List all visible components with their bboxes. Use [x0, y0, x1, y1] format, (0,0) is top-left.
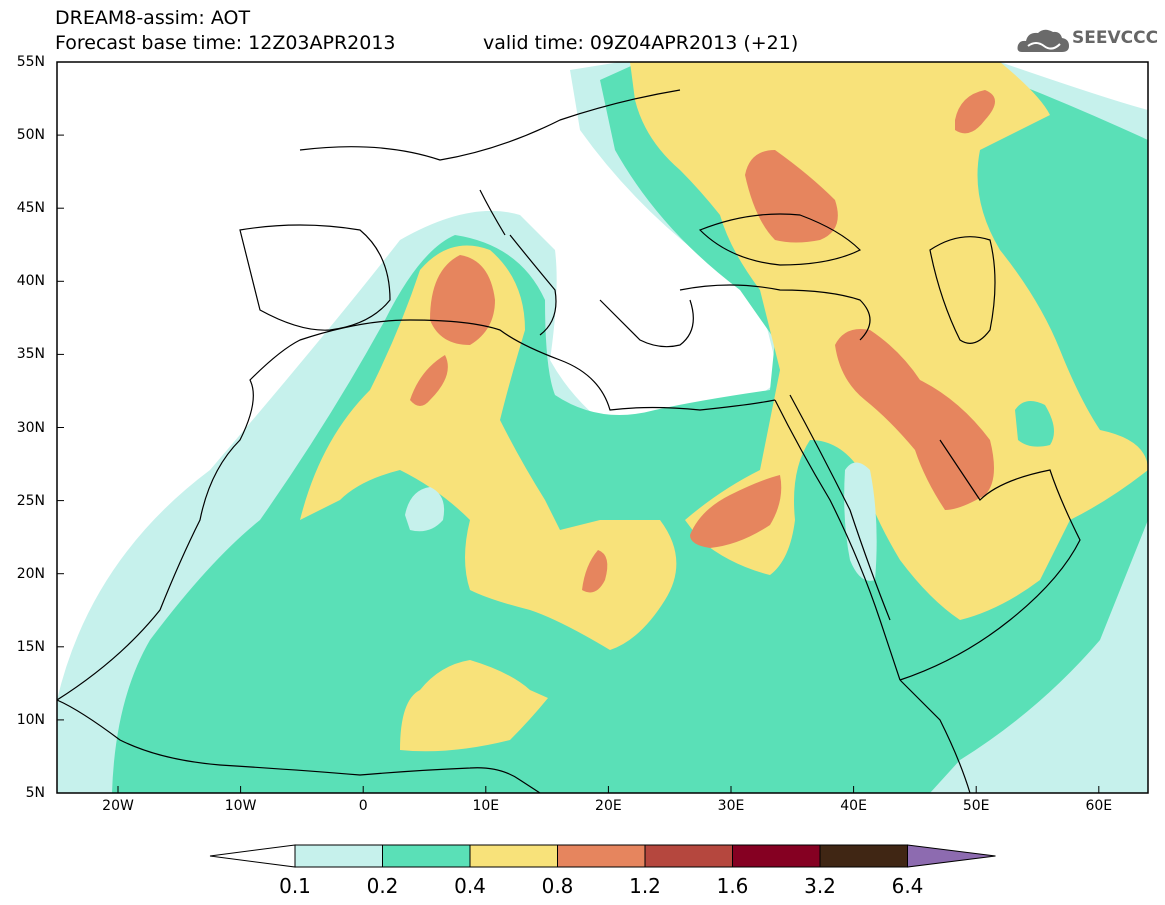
colorbar-segment	[294, 844, 383, 868]
colorbar-tick-label: 6.4	[891, 874, 924, 898]
colorbar-tick-label: 1.6	[716, 874, 749, 898]
colorbar-tick-label: 0.8	[541, 874, 574, 898]
lon-label: 0	[358, 798, 368, 814]
coast-africa-west	[57, 699, 541, 793]
aot-band-0.8-sardinia	[430, 255, 495, 345]
lat-label: 15N	[16, 638, 45, 655]
aot-band-0.4-west	[300, 245, 677, 650]
coast-iberia	[239, 224, 391, 331]
lat-label: 40N	[16, 273, 45, 290]
colorbar-segment	[557, 844, 646, 868]
lat-label: 10N	[16, 711, 45, 728]
lat-label: 55N	[16, 54, 45, 70]
lat-label: 45N	[16, 200, 45, 217]
colorbar-segment	[732, 844, 821, 868]
aot-field	[57, 62, 1148, 793]
lon-label: 60E	[1085, 798, 1113, 814]
coast-horn-africa	[899, 679, 971, 793]
colorbar-segment	[644, 844, 733, 868]
valid-time-label: valid time: 09Z04APR2013 (+21)	[483, 32, 799, 54]
aot-band-0.8-ukraine	[745, 150, 838, 243]
coast-turkey	[679, 284, 871, 341]
colorbar-tick-label: 0.2	[366, 874, 399, 898]
aot-band-0.8-egypt	[690, 475, 782, 548]
lon-label: 50E	[962, 798, 990, 814]
lon-label: 10W	[224, 798, 257, 814]
coast-red-sea	[774, 394, 901, 681]
colorbar-tick-label: 0.1	[279, 874, 311, 898]
lon-label: 20W	[102, 798, 134, 814]
colorbar-arrow-high	[907, 844, 996, 868]
axis-ticks	[57, 61, 1100, 794]
lat-label: 5N	[25, 785, 45, 801]
aot-band-0.2-hole-sahara	[405, 487, 445, 532]
colorbar-tick-label: 3.2	[804, 874, 836, 898]
lon-label: 10E	[472, 798, 500, 814]
aot-band-0.8-mesopotamia	[835, 329, 994, 510]
aot-band-0.2-hole-redsea	[844, 462, 877, 581]
lon-label: 30E	[717, 798, 745, 814]
colorbar-arrow-low	[209, 844, 296, 868]
colorbar-tick-label: 1.2	[629, 874, 661, 898]
lat-label: 50N	[16, 127, 45, 144]
aot-band-0.8-russia	[955, 90, 995, 134]
aot-band-0.8-chad	[582, 550, 608, 593]
lon-label: 40E	[840, 798, 867, 814]
colorbar	[209, 844, 996, 868]
lat-label: 35N	[16, 346, 45, 363]
coast-arabia	[899, 439, 1081, 681]
coast-caspian	[929, 236, 996, 344]
lat-label: 25N	[16, 492, 45, 509]
colorbar-segment	[469, 844, 558, 868]
aot-band-0.4-sahel	[400, 660, 548, 752]
logo-text: SEEVCCC	[1072, 28, 1159, 48]
coast-greece	[599, 299, 694, 348]
coast-europe-north	[299, 89, 681, 161]
lat-label: 30N	[16, 419, 45, 436]
seevccc-logo	[1017, 29, 1069, 52]
aot-band-0.2-hole-arabia	[1015, 401, 1054, 447]
lon-label: 20E	[595, 798, 622, 814]
colorbar-tick-label: 0.4	[454, 874, 486, 898]
coast-italy	[479, 189, 557, 336]
colorbar-segment	[382, 844, 471, 868]
base-time-label: Forecast base time: 12Z03APR2013	[55, 32, 396, 54]
coastlines	[57, 89, 1081, 793]
lat-label: 20N	[16, 565, 45, 582]
model-title: DREAM8-assim: AOT	[55, 7, 251, 29]
colorbar-segment	[819, 844, 908, 868]
coast-black-sea	[698, 213, 862, 266]
aot-band-0.8-libya	[410, 355, 448, 406]
